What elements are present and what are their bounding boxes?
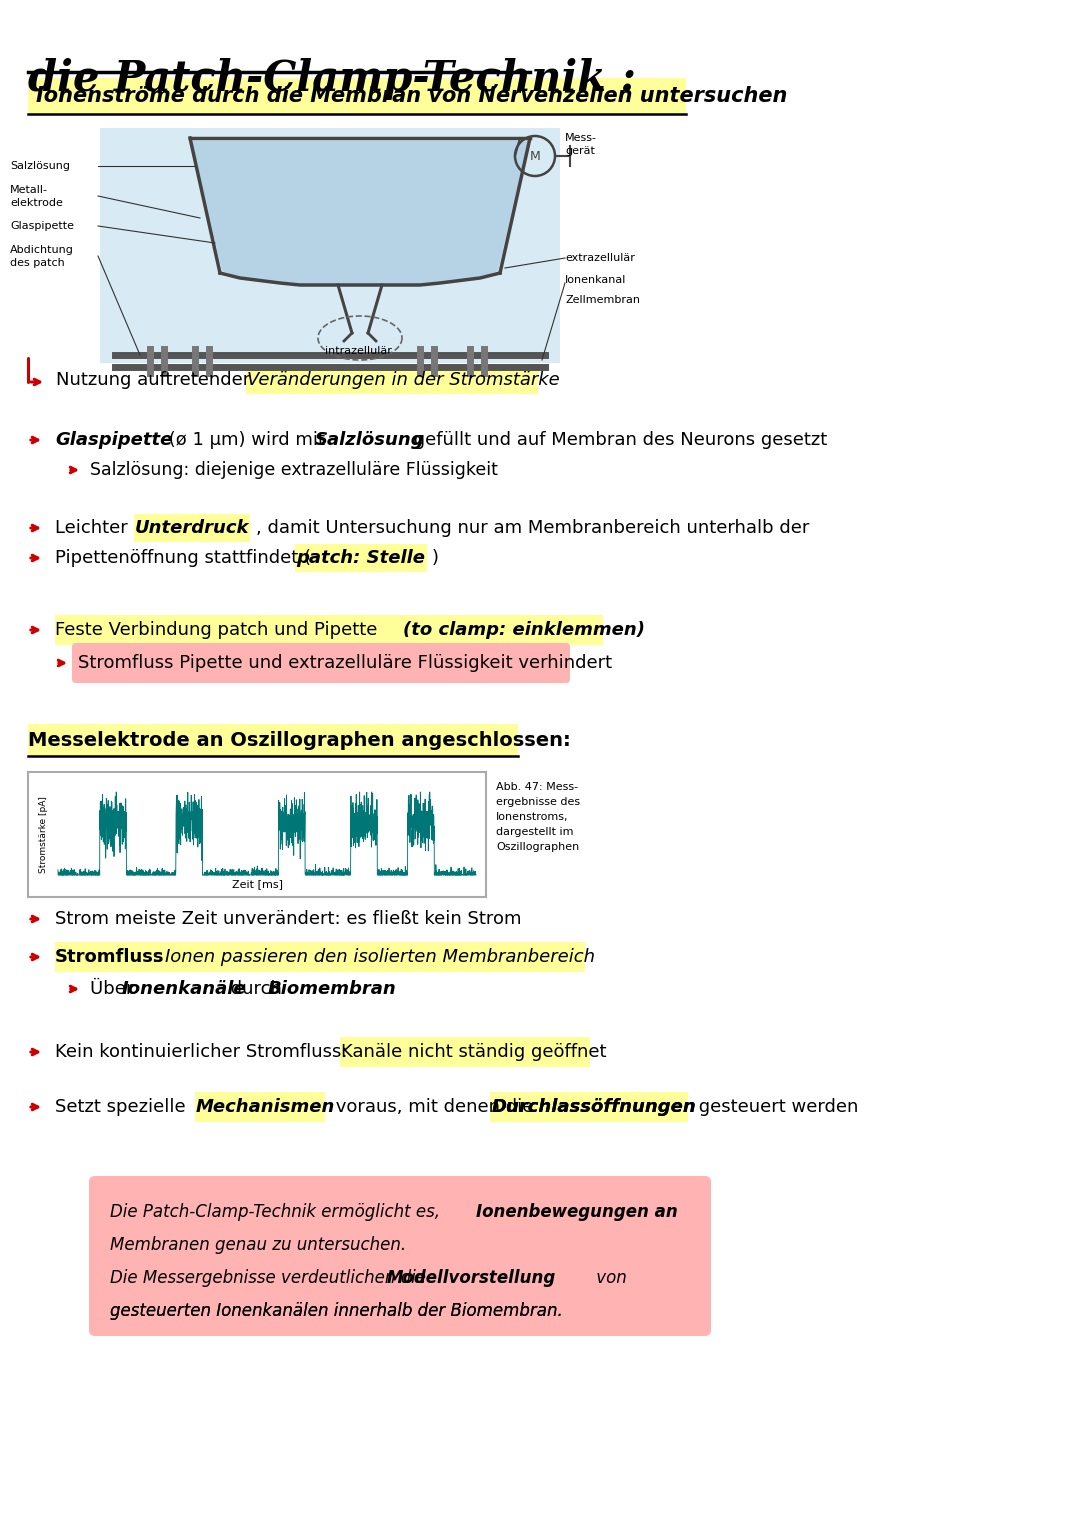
Text: Durchlassöffnungen: Durchlassöffnungen [492, 1098, 697, 1116]
Text: , damit Untersuchung nur am Membranbereich unterhalb der: , damit Untersuchung nur am Membranberei… [256, 519, 809, 538]
Text: Kein kontinuierlicher Stromfluss:: Kein kontinuierlicher Stromfluss: [55, 1043, 353, 1061]
Text: Pipettenöffnung stattfindet (: Pipettenöffnung stattfindet ( [55, 550, 311, 567]
Text: Stromfluss Pipette und extrazelluläre Flüssigkeit verhindert: Stromfluss Pipette und extrazelluläre Fl… [78, 654, 612, 672]
Text: Ionenbewegungen an: Ionenbewegungen an [476, 1203, 678, 1222]
Text: dargestellt im: dargestellt im [496, 828, 573, 837]
Text: M: M [529, 150, 540, 162]
FancyBboxPatch shape [340, 1037, 590, 1067]
Text: Nutzung auftretender: Nutzung auftretender [56, 371, 256, 389]
Text: Leichter: Leichter [55, 519, 134, 538]
FancyBboxPatch shape [55, 615, 603, 644]
Text: Messelektrode an Oszillographen angeschlossen:: Messelektrode an Oszillographen angeschl… [28, 730, 570, 750]
Text: elektrode: elektrode [10, 199, 63, 208]
Text: gesteuerten Ionenkanälen innerhalb der Biomembran.: gesteuerten Ionenkanälen innerhalb der B… [110, 1303, 563, 1319]
Text: extrazellulär: extrazellulär [565, 253, 635, 263]
Text: gesteuert werden: gesteuert werden [693, 1098, 859, 1116]
Text: Metall-: Metall- [10, 185, 48, 195]
FancyBboxPatch shape [28, 773, 486, 896]
Text: durch: durch [225, 980, 287, 999]
Text: Ionen passieren den isolierten Membranbereich: Ionen passieren den isolierten Membranbe… [165, 948, 595, 967]
Text: (to clamp: einklemmen): (to clamp: einklemmen) [403, 621, 645, 638]
Text: Mess-: Mess- [565, 133, 597, 144]
Text: Feste Verbindung patch und Pipette: Feste Verbindung patch und Pipette [55, 621, 383, 638]
FancyBboxPatch shape [100, 128, 561, 363]
FancyBboxPatch shape [246, 366, 538, 394]
Text: Die Patch-Clamp-Technik ermöglicht es,: Die Patch-Clamp-Technik ermöglicht es, [110, 1203, 445, 1222]
Text: Ionenstroms,: Ionenstroms, [496, 812, 568, 822]
Text: von: von [591, 1269, 626, 1287]
Text: Unterdruck: Unterdruck [135, 519, 249, 538]
Text: die Patch-Clamp-Technik :: die Patch-Clamp-Technik : [28, 58, 636, 99]
Text: Zeit [ms]: Zeit [ms] [231, 880, 283, 889]
Text: intrazellulär: intrazellulär [325, 347, 392, 356]
FancyBboxPatch shape [55, 942, 585, 973]
Text: Veränderungen in der Stromstärke: Veränderungen in der Stromstärke [247, 371, 559, 389]
Text: Über: Über [90, 980, 139, 999]
Text: Kanäle nicht ständig geöffnet: Kanäle nicht ständig geöffnet [341, 1043, 607, 1061]
FancyBboxPatch shape [28, 724, 518, 756]
Text: Modellvorstellung: Modellvorstellung [387, 1269, 556, 1287]
Text: voraus, mit denen die: voraus, mit denen die [330, 1098, 539, 1116]
Text: ergebnisse des: ergebnisse des [496, 797, 580, 806]
Text: Zellmembran: Zellmembran [565, 295, 640, 305]
Text: gerät: gerät [565, 147, 595, 156]
Text: Stromstärke [pA]: Stromstärke [pA] [40, 796, 49, 873]
Text: Mechanismen: Mechanismen [195, 1098, 336, 1116]
FancyBboxPatch shape [382, 1258, 590, 1296]
Text: :: : [152, 948, 164, 967]
Text: Glaspipette: Glaspipette [10, 221, 75, 231]
FancyBboxPatch shape [89, 1176, 711, 1336]
FancyBboxPatch shape [295, 544, 427, 573]
Text: Membranen genau zu untersuchen.: Membranen genau zu untersuchen. [110, 1235, 406, 1254]
FancyBboxPatch shape [134, 515, 249, 542]
Text: Biomembran: Biomembran [268, 980, 396, 999]
Text: Die Messergebnisse verdeutlichen die: Die Messergebnisse verdeutlichen die [110, 1269, 431, 1287]
FancyBboxPatch shape [104, 1292, 508, 1330]
Text: Salzlösung: Salzlösung [10, 160, 70, 171]
Text: Ionenkanäle: Ionenkanäle [122, 980, 246, 999]
Text: Durchlassöffnungen: Durchlassöffnungen [492, 1098, 697, 1116]
Text: gefüllt und auf Membran des Neurons gesetzt: gefüllt und auf Membran des Neurons gese… [408, 431, 827, 449]
Text: Ionenströme durch die Membran von Nervenzellen untersuchen: Ionenströme durch die Membran von Nerven… [36, 86, 787, 105]
Polygon shape [192, 140, 528, 284]
Text: Setzt spezielle: Setzt spezielle [55, 1098, 191, 1116]
Text: ): ) [432, 550, 438, 567]
Text: patch: Stelle: patch: Stelle [296, 550, 426, 567]
Text: (ø 1 μm) wird mit: (ø 1 μm) wird mit [163, 431, 330, 449]
Text: Oszillographen: Oszillographen [496, 841, 579, 852]
Text: des patch: des patch [10, 258, 65, 269]
Text: Salzlösung: diejenige extrazelluläre Flüssigkeit: Salzlösung: diejenige extrazelluläre Flü… [90, 461, 498, 479]
Text: Abdichtung: Abdichtung [10, 244, 73, 255]
FancyBboxPatch shape [490, 1092, 688, 1122]
FancyBboxPatch shape [471, 1193, 697, 1231]
Text: gesteuerten Ionenkanälen innerhalb der Biomembran.: gesteuerten Ionenkanälen innerhalb der B… [110, 1303, 563, 1319]
FancyBboxPatch shape [195, 1092, 325, 1122]
Text: Stromfluss: Stromfluss [55, 948, 164, 967]
Bar [28, 773, 486, 896]
Text: Glaspipette: Glaspipette [55, 431, 173, 449]
Text: Ionenkanal: Ionenkanal [565, 275, 626, 286]
Text: Salzlösung: Salzlösung [315, 431, 424, 449]
Text: Abb. 47: Mess-: Abb. 47: Mess- [496, 782, 578, 793]
Text: Strom meiste Zeit unverändert: es fließt kein Strom: Strom meiste Zeit unverändert: es fließt… [55, 910, 522, 928]
FancyBboxPatch shape [72, 643, 570, 683]
FancyBboxPatch shape [28, 78, 686, 115]
